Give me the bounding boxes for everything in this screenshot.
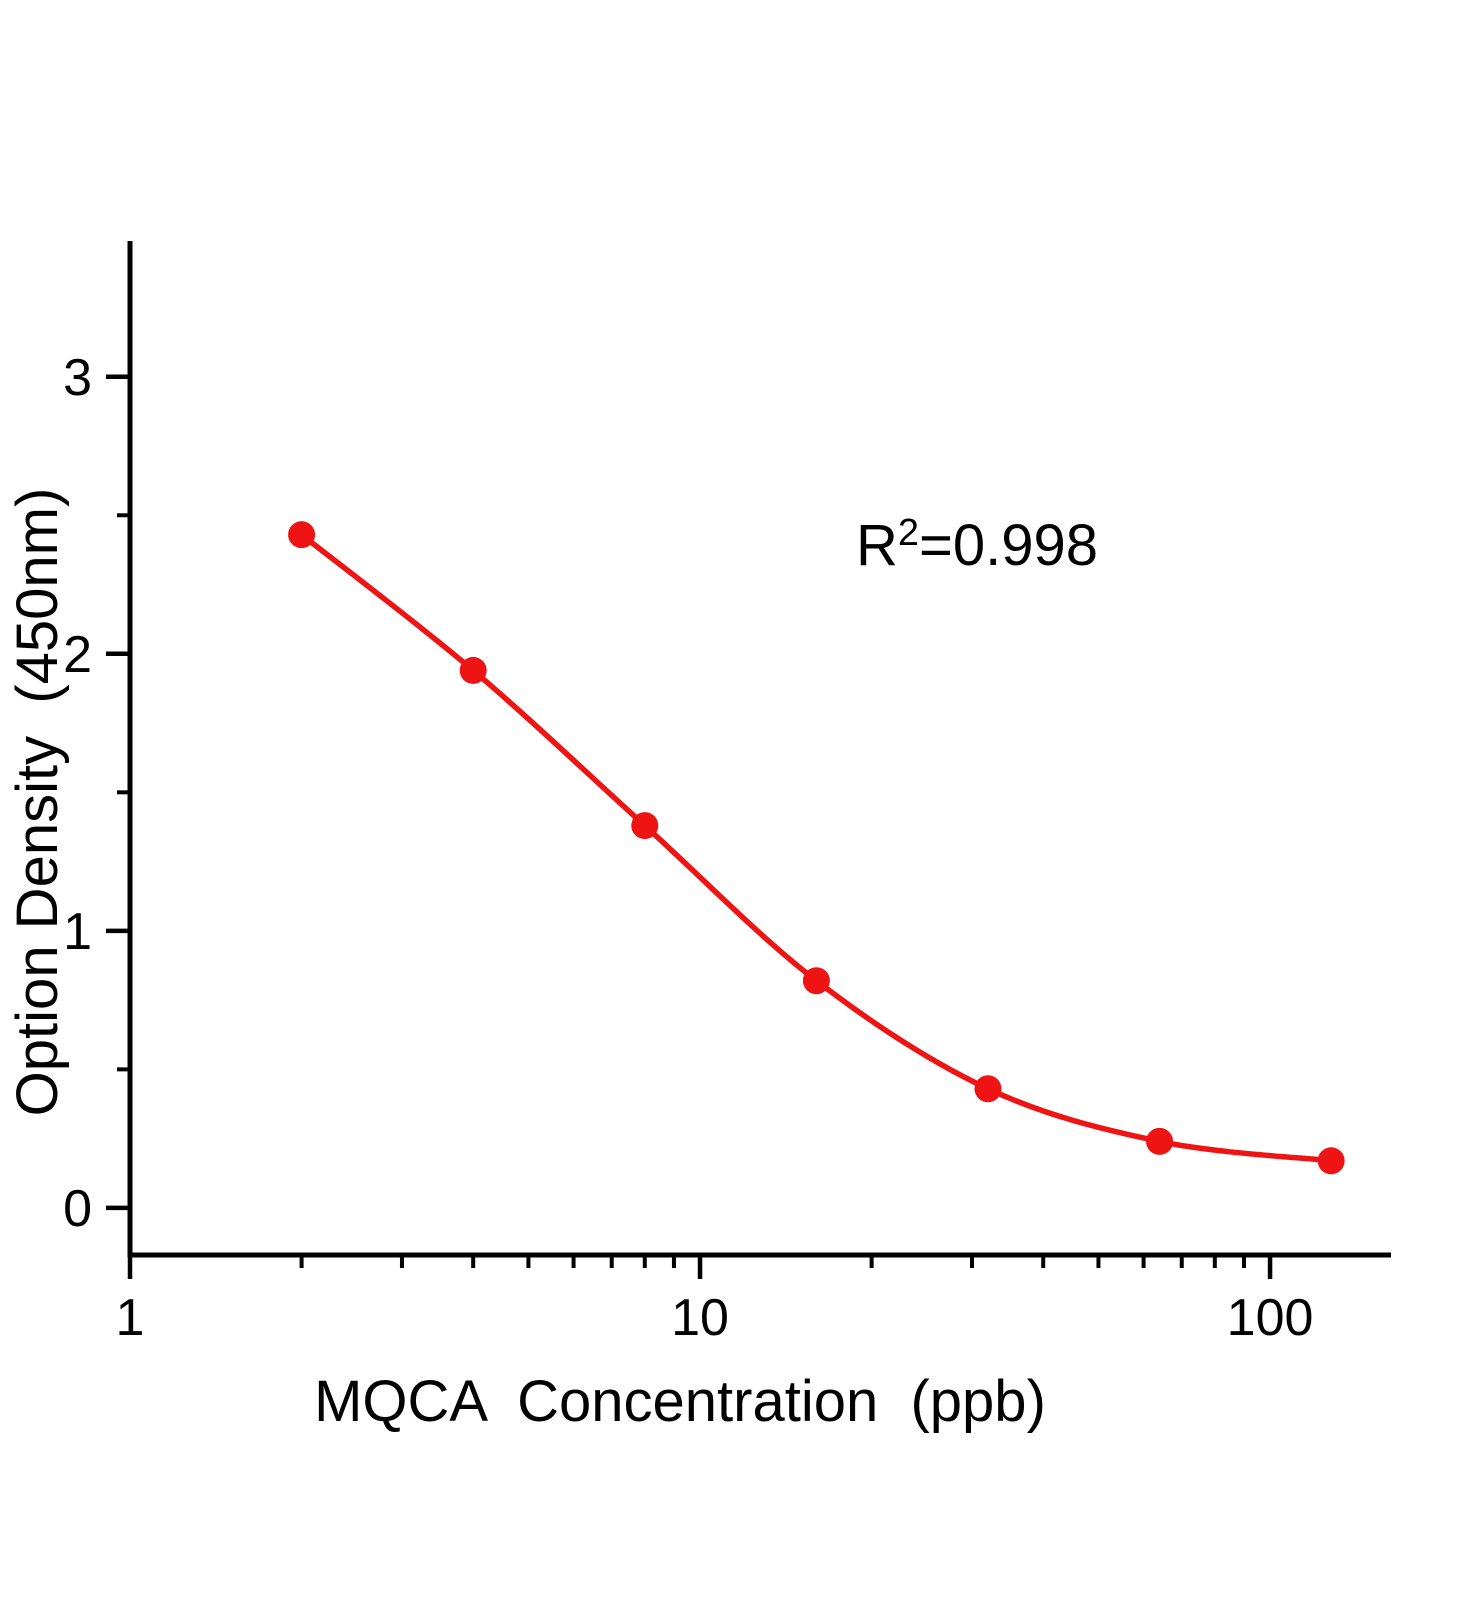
x-tick-label: 1 (116, 1289, 145, 1347)
y-tick-label: 1 (63, 903, 92, 961)
data-point (1317, 1147, 1345, 1175)
annotation-base: R (856, 513, 898, 578)
data-point (1146, 1127, 1174, 1155)
data-point (631, 812, 659, 840)
annotation-rest: =0.998 (919, 513, 1099, 578)
r-squared-annotation: R2=0.998 (856, 512, 1098, 579)
y-tick-label: 0 (63, 1180, 92, 1238)
x-tick-label: 10 (671, 1289, 729, 1347)
data-point (459, 656, 487, 684)
axes (127, 241, 1391, 1258)
data-point (288, 521, 316, 549)
y-axis-ticks: 0 1 2 3 (63, 349, 130, 1238)
data-point (802, 967, 830, 995)
x-tick-label: 100 (1227, 1289, 1314, 1347)
y-axis-label: Option Density (450nm) (5, 487, 70, 1117)
data-points (288, 521, 1345, 1175)
annotation-superscript: 2 (897, 512, 920, 554)
y-tick-label: 2 (63, 626, 92, 684)
x-axis-label: MQCA Concentration (ppb) (314, 1369, 1046, 1434)
fit-curve (298, 531, 1334, 1164)
x-axis-ticks: 1 10 100 (116, 1255, 1314, 1347)
data-point (974, 1075, 1002, 1103)
y-tick-label: 3 (63, 349, 92, 407)
